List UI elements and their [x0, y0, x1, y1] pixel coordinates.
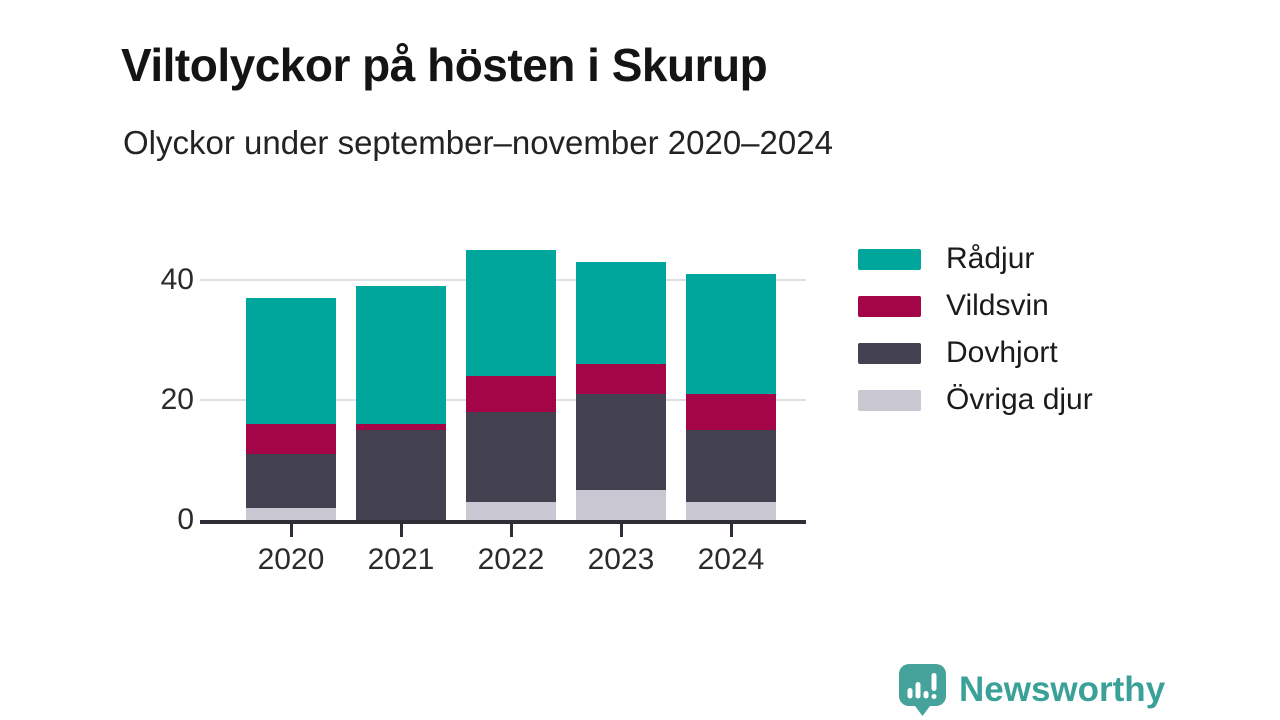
bar-segment-vildsvin — [686, 394, 776, 430]
x-tick-mark — [510, 524, 513, 537]
legend-label: Rådjur — [946, 242, 1035, 275]
bar-segment-dovhjort — [356, 430, 446, 520]
bar-segment-vildsvin — [576, 364, 666, 394]
bar-segment-dovhjort — [466, 412, 556, 502]
bar-segment-vildsvin — [246, 424, 336, 454]
brand-wordmark: Newsworthy — [959, 670, 1166, 709]
legend-label: Vildsvin — [946, 289, 1049, 322]
bar-segment-övriga-djur — [686, 502, 776, 520]
x-tick-label: 2023 — [587, 543, 655, 576]
legend-label: Övriga djur — [946, 383, 1093, 416]
bar-segment-dovhjort — [246, 454, 336, 508]
bar-segment-rådjur — [466, 250, 556, 376]
legend-swatch — [858, 389, 921, 411]
bar-segment-övriga-djur — [246, 508, 336, 520]
bar-segment-dovhjort — [576, 394, 666, 490]
x-tick-mark — [730, 524, 733, 537]
x-tick-label: 2020 — [257, 543, 325, 576]
bar-segment-vildsvin — [356, 424, 446, 430]
y-tick-label: 40 — [160, 263, 194, 296]
legend-swatch — [858, 342, 921, 364]
x-tick-mark — [290, 524, 293, 537]
y-tick-label: 0 — [177, 503, 194, 536]
footer-brand: Newsworthy — [899, 664, 1165, 716]
page-title: Viltolyckor på hösten i Skurup — [121, 38, 768, 91]
legend-item: Övriga djur — [858, 383, 1093, 416]
newsworthy-logo-icon — [899, 664, 946, 716]
legend-item: Dovhjort — [858, 336, 1058, 369]
bar-segment-rådjur — [686, 274, 776, 394]
bar-segment-övriga-djur — [466, 502, 556, 520]
page-subtitle: Olyckor under september–november 2020–20… — [123, 124, 833, 161]
bar-segment-rådjur — [576, 262, 666, 364]
x-tick-mark — [620, 524, 623, 537]
bar-segment-rådjur — [356, 286, 446, 424]
x-tick-label: 2024 — [697, 543, 765, 576]
bar-segment-övriga-djur — [576, 490, 666, 520]
legend-item: Vildsvin — [858, 289, 1049, 322]
legend-label: Dovhjort — [946, 336, 1058, 369]
x-tick-label: 2021 — [367, 543, 435, 576]
y-tick-label: 20 — [160, 383, 194, 416]
x-axis-line — [200, 520, 806, 524]
bar-segment-vildsvin — [466, 376, 556, 412]
x-tick-mark — [400, 524, 403, 537]
bar-segment-dovhjort — [686, 430, 776, 502]
x-tick-label: 2022 — [477, 543, 545, 576]
legend-swatch — [858, 295, 921, 317]
legend-swatch — [858, 248, 921, 270]
legend-item: Rådjur — [858, 242, 1035, 275]
bar-segment-rådjur — [246, 298, 336, 424]
